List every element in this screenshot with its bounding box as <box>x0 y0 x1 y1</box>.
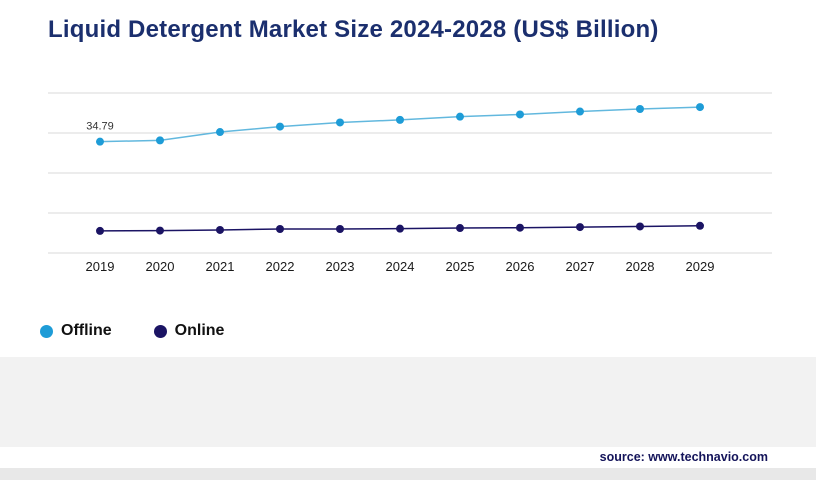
x-axis-tick: 2023 <box>326 259 355 274</box>
data-point-offline[interactable] <box>456 112 464 121</box>
bottom-strip <box>0 468 816 480</box>
x-axis-tick: 2020 <box>146 259 175 274</box>
data-point-online[interactable] <box>696 221 704 230</box>
data-point-offline[interactable] <box>636 105 644 113</box>
data-point-online[interactable] <box>456 224 464 233</box>
data-point-offline[interactable] <box>336 118 344 127</box>
offline-legend-dot-icon <box>40 324 53 338</box>
data-point-online[interactable] <box>156 226 164 235</box>
x-axis-tick: 2022 <box>266 259 295 274</box>
data-point-online[interactable] <box>396 224 404 233</box>
data-point-online[interactable] <box>96 226 104 235</box>
data-point-online[interactable] <box>636 222 644 231</box>
data-point-offline[interactable] <box>396 115 404 124</box>
x-axis-tick: 2027 <box>566 259 595 274</box>
data-point-online[interactable] <box>276 225 284 233</box>
data-point-online[interactable] <box>216 225 224 234</box>
data-point-offline[interactable] <box>96 137 104 146</box>
line-chart: 2019 2020 2021 2022 2023 2024 2025 2026 2027 2028… <box>48 92 772 274</box>
data-point-online[interactable] <box>336 225 344 233</box>
footer-panel <box>0 357 816 447</box>
data-point-offline[interactable] <box>216 128 224 137</box>
legend-item-online[interactable]: Online <box>153 322 225 340</box>
x-axis-tick: 2019 <box>86 259 115 274</box>
x-axis-tick: 2029 <box>686 259 715 274</box>
chart-legend: Offline Online <box>40 322 224 340</box>
data-point-offline[interactable] <box>696 103 704 112</box>
x-axis-tick: 2026 <box>506 259 535 274</box>
online-legend-dot-icon <box>153 324 167 338</box>
data-point-offline[interactable] <box>516 110 524 119</box>
data-label: 34.79 <box>86 121 114 133</box>
series-line-offline <box>99 106 701 143</box>
legend-item-offline[interactable]: Offline <box>40 322 112 340</box>
data-point-offline[interactable] <box>576 107 584 116</box>
x-axis-tick: 2028 <box>626 259 655 274</box>
data-point-offline[interactable] <box>276 122 284 131</box>
chart-title: Liquid Detergent Market Size 2024-2028 (… <box>48 16 659 43</box>
legend-label-online: Online <box>174 322 225 339</box>
source-attribution: source: www.technavio.com <box>599 450 768 464</box>
legend-label-offline: Offline <box>61 322 112 339</box>
x-axis-tick: 2025 <box>446 259 475 274</box>
data-point-online[interactable] <box>516 223 524 232</box>
x-axis-tick: 2024 <box>386 259 415 274</box>
data-point-offline[interactable] <box>156 136 164 145</box>
x-axis-tick: 2021 <box>206 259 235 274</box>
data-point-online[interactable] <box>576 223 584 232</box>
